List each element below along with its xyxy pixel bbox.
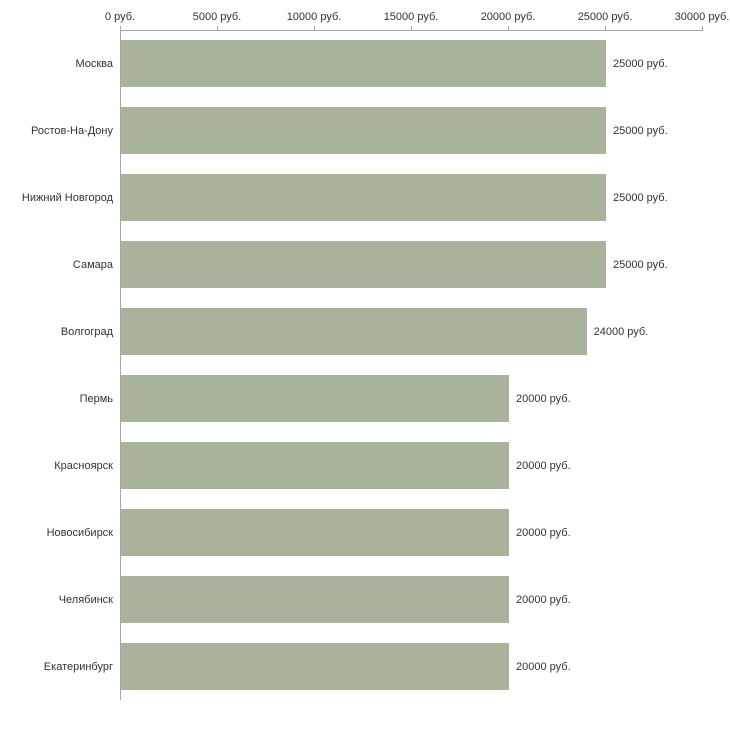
category-label: Ростов-На-Дону: [30, 124, 113, 137]
bar: [121, 174, 606, 221]
x-axis-line: [120, 30, 703, 31]
value-label: 25000 руб.: [613, 258, 668, 271]
category-label: Новосибирск: [46, 526, 113, 539]
bar-row: Нижний Новгород 25000 руб.: [0, 164, 730, 231]
category-label: Самара: [72, 258, 113, 271]
bar: [121, 40, 606, 87]
bar: [121, 241, 606, 288]
bar-row: Самара 25000 руб.: [0, 231, 730, 298]
y-axis-line: [120, 30, 121, 700]
category-label: Волгоград: [60, 325, 113, 338]
x-tick-mark: [411, 26, 412, 30]
bar-row: Красноярск 20000 руб.: [0, 432, 730, 499]
bar: [121, 509, 509, 556]
value-label: 20000 руб.: [516, 526, 571, 539]
x-tick-mark: [508, 26, 509, 30]
bar-row: Волгоград 24000 руб.: [0, 298, 730, 365]
x-tick-mark: [217, 26, 218, 30]
bar-row: Пермь 20000 руб.: [0, 365, 730, 432]
value-label: 24000 руб.: [593, 325, 649, 338]
value-label: 20000 руб.: [516, 459, 571, 472]
category-label: Москва: [75, 57, 113, 70]
x-tick-label: 25000 руб.: [577, 11, 633, 23]
category-label: Челябинск: [58, 593, 113, 606]
bar: [121, 107, 606, 154]
bar-row: Новосибирск 20000 руб.: [0, 499, 730, 566]
x-tick-label: 0 руб.: [104, 11, 136, 23]
bar-row: Москва 25000 руб.: [0, 30, 730, 97]
value-label: 25000 руб.: [613, 191, 668, 204]
bar: [121, 576, 509, 623]
value-label: 25000 руб.: [613, 57, 668, 70]
x-tick-mark: [120, 26, 121, 30]
bar: [121, 375, 509, 422]
value-label: 25000 руб.: [613, 124, 668, 137]
bar-row: Екатеринбург 20000 руб.: [0, 633, 730, 700]
value-label: 20000 руб.: [516, 392, 571, 405]
bar-row: Ростов-На-Дону 25000 руб.: [0, 97, 730, 164]
x-tick-mark: [702, 26, 703, 30]
category-label: Екатеринбург: [43, 660, 113, 673]
bar-row: Челябинск 20000 руб.: [0, 566, 730, 633]
x-tick-label: 30000 руб.: [674, 11, 730, 23]
x-tick-mark: [314, 26, 315, 30]
bar: [121, 643, 509, 690]
x-tick-label: 5000 руб.: [192, 11, 242, 23]
x-tick-label: 15000 руб.: [383, 11, 439, 23]
category-label: Нижний Новгород: [21, 191, 113, 204]
x-tick-label: 20000 руб.: [480, 11, 536, 23]
value-label: 20000 руб.: [516, 593, 571, 606]
x-tick-label: 10000 руб.: [286, 11, 342, 23]
value-label: 20000 руб.: [516, 660, 571, 673]
bar: [121, 308, 587, 355]
category-label: Пермь: [79, 392, 113, 405]
x-tick-mark: [605, 26, 606, 30]
category-label: Красноярск: [54, 459, 113, 472]
bar: [121, 442, 509, 489]
